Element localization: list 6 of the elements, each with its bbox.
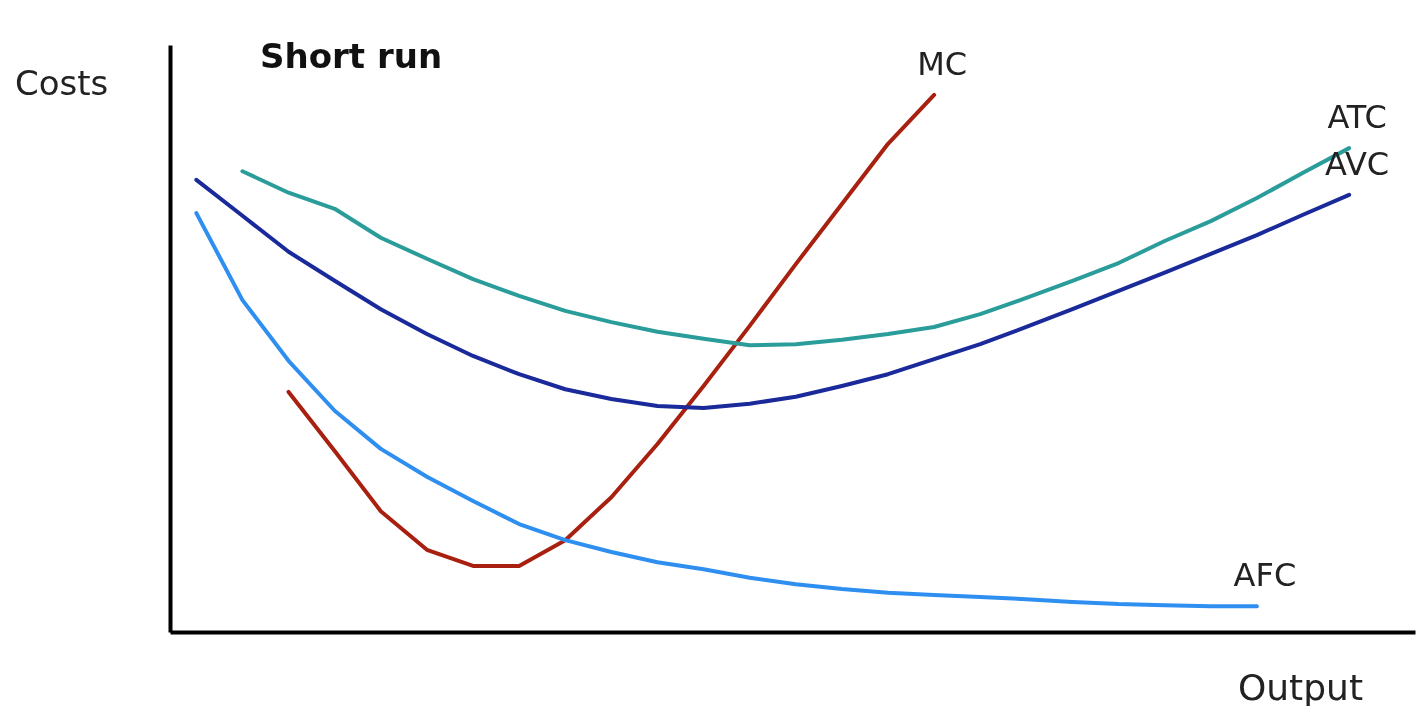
series-label: AVC — [1325, 144, 1390, 183]
text: Costs — [15, 63, 109, 103]
series-label: ATC — [1327, 98, 1387, 137]
series-label: AFC — [1233, 556, 1297, 595]
series-label: MC — [917, 44, 968, 83]
chart-title: Short run — [260, 36, 443, 76]
